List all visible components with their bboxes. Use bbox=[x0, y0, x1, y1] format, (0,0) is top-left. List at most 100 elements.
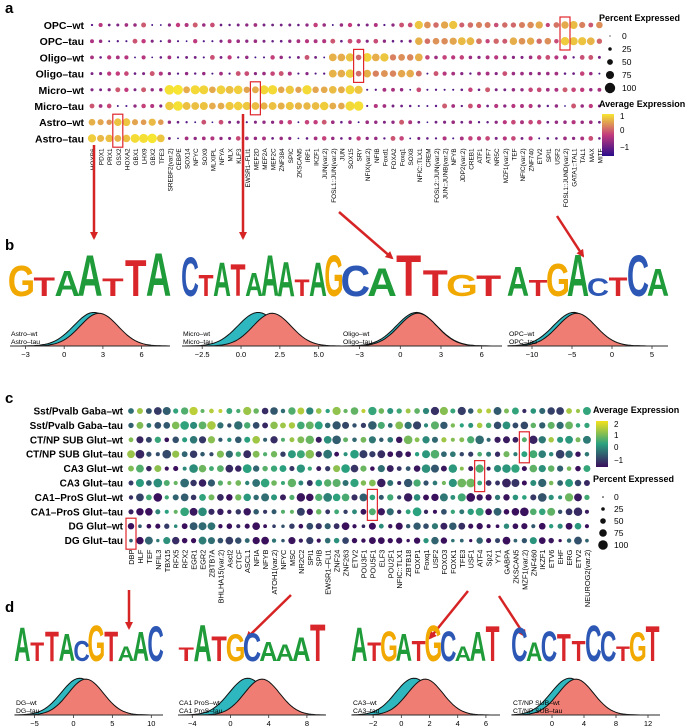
motif-letter: C bbox=[541, 624, 557, 671]
dot-c bbox=[387, 423, 393, 428]
dot-a bbox=[511, 71, 516, 76]
dot-a bbox=[442, 71, 447, 76]
dot-a bbox=[115, 55, 120, 60]
dot-a bbox=[406, 69, 414, 78]
dot-a bbox=[271, 39, 274, 43]
motif-letter: T bbox=[294, 275, 309, 302]
dot-c bbox=[342, 479, 349, 487]
dot-c bbox=[485, 480, 492, 486]
dot-c bbox=[127, 522, 135, 530]
dot-a bbox=[528, 136, 533, 141]
col-label-a: KLF3 bbox=[236, 148, 243, 164]
dot-c bbox=[181, 451, 188, 458]
dot-a bbox=[562, 87, 568, 93]
dot-c bbox=[189, 406, 198, 416]
col-label-a: IRF1 bbox=[305, 148, 312, 162]
col-label-a: SOX15 bbox=[348, 148, 355, 169]
dot-c bbox=[296, 464, 305, 473]
highlight-box-a bbox=[559, 16, 571, 51]
dot-a bbox=[268, 102, 277, 110]
col-label-c: NEUROG2(var.2) bbox=[583, 550, 592, 608]
dot-a bbox=[383, 137, 386, 140]
motif-letter: T bbox=[30, 638, 44, 667]
dot-c bbox=[245, 480, 250, 486]
dot-c bbox=[405, 451, 411, 458]
dot-a bbox=[365, 120, 370, 125]
dot-a bbox=[165, 101, 174, 111]
ridge-tick-label: 0 bbox=[398, 350, 402, 359]
dot-c bbox=[190, 479, 197, 487]
motif-letter: A bbox=[259, 636, 277, 667]
col-label-a: FOSL1::JUN(var.2) bbox=[331, 148, 338, 202]
dot-c bbox=[467, 436, 475, 444]
dot-c bbox=[270, 421, 278, 430]
dot-c bbox=[468, 422, 474, 428]
motif-letter: C bbox=[587, 273, 609, 302]
dot-a bbox=[406, 54, 414, 61]
dotplot-panel-a: OPC–wt OPC–tau Oligo–wt Oligo–tau Micro–wt Mi… bbox=[34, 13, 685, 207]
dot-c bbox=[127, 450, 135, 459]
dot-a bbox=[511, 119, 516, 125]
dot-a bbox=[270, 71, 275, 76]
ridge-tick-label: 2 bbox=[427, 719, 431, 728]
motif-letter: T bbox=[198, 268, 213, 302]
dot-c bbox=[200, 408, 205, 414]
dot-a bbox=[426, 137, 429, 140]
dot-c bbox=[566, 538, 572, 543]
dot-a bbox=[158, 71, 163, 76]
dot-a bbox=[173, 101, 183, 111]
col-label-a: MLX bbox=[228, 148, 235, 162]
dot-c bbox=[575, 451, 581, 457]
col-label-c: MZF1(var.2) bbox=[520, 550, 529, 590]
legend-panel-c: Average Expression 2 1 0 −1 Percent Expr… bbox=[593, 405, 679, 550]
dot-c bbox=[556, 421, 564, 429]
dot-a bbox=[425, 55, 430, 60]
col-label-c: ERG bbox=[565, 549, 574, 565]
dot-c bbox=[538, 464, 546, 473]
dot-c bbox=[352, 524, 357, 529]
dot-a bbox=[380, 53, 389, 62]
col-label-a: MLXIPL bbox=[210, 148, 217, 171]
dot-c bbox=[377, 450, 386, 459]
dot-a bbox=[468, 103, 473, 109]
dot-c bbox=[332, 478, 341, 488]
dot-a bbox=[527, 21, 534, 29]
dot-a bbox=[211, 40, 214, 43]
dot-c bbox=[457, 493, 466, 502]
dot-c bbox=[440, 537, 448, 544]
highlight-box-c bbox=[474, 460, 486, 493]
dot-a bbox=[296, 55, 300, 59]
dot-a bbox=[97, 119, 104, 126]
dot-a bbox=[184, 22, 189, 28]
size-legend-dot-a bbox=[605, 70, 615, 80]
dot-a bbox=[511, 136, 516, 141]
dot-c bbox=[450, 437, 455, 442]
dot-a bbox=[365, 23, 369, 27]
dot-a bbox=[134, 56, 136, 59]
dot-c bbox=[440, 522, 448, 530]
dot-c bbox=[236, 524, 241, 529]
motif-letter: G bbox=[425, 616, 443, 673]
col-label-c: USF2 bbox=[431, 550, 440, 569]
dot-a bbox=[374, 88, 377, 91]
dot-a bbox=[485, 136, 490, 141]
dot-a bbox=[219, 39, 223, 43]
dot-a bbox=[288, 39, 292, 43]
dot-a bbox=[426, 121, 429, 124]
dot-a bbox=[400, 104, 403, 108]
dot-a bbox=[560, 36, 570, 46]
col-label-a: JDP2(var.2) bbox=[460, 148, 467, 182]
size-legend-label-c: 75 bbox=[614, 528, 624, 538]
dot-c bbox=[343, 437, 349, 443]
dot-a bbox=[588, 136, 594, 141]
ridge-tick-label: −10 bbox=[526, 350, 539, 359]
col-label-a: GSX2 bbox=[116, 148, 123, 165]
dot-c bbox=[450, 509, 455, 514]
dot-a bbox=[202, 40, 205, 43]
motif-letter: C bbox=[181, 247, 199, 309]
dot-c bbox=[270, 436, 278, 444]
dot-c bbox=[209, 408, 214, 414]
dot-c bbox=[146, 465, 152, 472]
